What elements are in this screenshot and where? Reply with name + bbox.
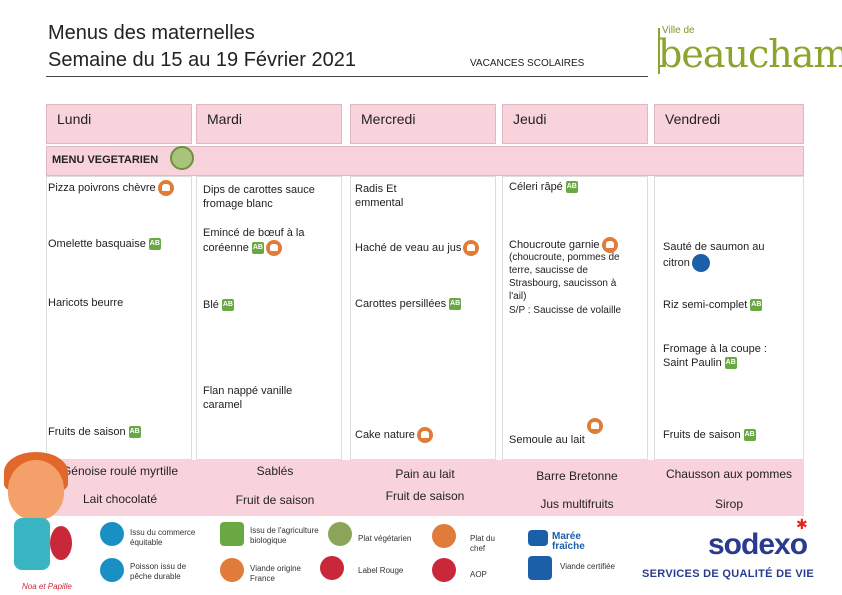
aop-icon	[432, 558, 456, 582]
logo-small-text: Ville de	[662, 25, 695, 36]
bio-icon: AB	[743, 429, 756, 442]
day-header-jeudi: Jeudi	[502, 104, 648, 144]
bio-icon: AB	[449, 298, 462, 311]
menu-item: Omelette basquaise AB	[48, 238, 161, 251]
menu-item: Sauté de saumon au citron	[663, 240, 778, 272]
mascot-radish-icon	[50, 526, 72, 560]
day-header-vendredi: Vendredi	[654, 104, 804, 144]
legend-label: Plat végétarien	[358, 534, 412, 543]
page-title: Menus des maternelles Semaine du 15 au 1…	[48, 20, 356, 74]
title-line-2: Semaine du 15 au 19 Février 2021	[48, 49, 356, 71]
menu-item: Radis Et emmental	[355, 183, 404, 209]
menu-item-detail: S/P : Saucisse de volaille	[509, 305, 622, 316]
menu-item: Flan nappé vanille caramel	[203, 385, 293, 411]
bio-icon: AB	[128, 426, 141, 439]
title-line-1: Menus des maternelles	[48, 22, 255, 44]
legend-label: Issu de l'agriculture biologique	[250, 526, 319, 545]
beauchamp-logo: beauchamp	[658, 32, 842, 76]
legend-label: Issu du commerce équitable	[130, 528, 196, 547]
mascot-head	[8, 460, 64, 520]
bio-icon: AB	[724, 357, 737, 370]
menu-item: Dips de carottes sauce fromage blanc	[203, 184, 315, 210]
chef-icon	[601, 237, 618, 253]
day-header-mardi: Mardi	[196, 104, 342, 144]
sustainable-fish-icon	[100, 558, 124, 582]
menu-item: Haricots beurre	[48, 297, 124, 309]
france-meat-icon	[220, 558, 244, 582]
column-vendredi	[654, 176, 804, 460]
menu-item: Fromage à la coupe : Saint Paulin AB	[663, 343, 767, 370]
chef-icon	[432, 524, 456, 548]
menu-item: Semoule au lait	[509, 418, 603, 448]
chef-icon	[157, 180, 174, 196]
gouter-item: Chausson aux pommes	[665, 467, 793, 481]
chef-icon	[586, 418, 603, 434]
bio-icon: AB	[221, 299, 234, 312]
label-rouge-icon	[320, 556, 344, 580]
maree-fraiche-fish-icon	[528, 530, 548, 546]
bio-icon: AB	[251, 242, 264, 254]
bio-icon: AB	[565, 181, 578, 194]
menu-item: Haché de veau au jus	[355, 240, 480, 256]
vegetarian-band	[46, 146, 804, 176]
menu-item: Emincé de bœuf à la coréenne AB	[203, 226, 328, 256]
mascot-caption: Noa et Papille	[22, 582, 72, 591]
legend-label: Label Rouge	[358, 566, 404, 575]
gouter-item: Sirop	[714, 497, 743, 511]
column-jeudi	[502, 176, 648, 460]
header-divider	[46, 76, 648, 77]
day-header-mercredi: Mercredi	[350, 104, 496, 144]
column-lundi	[46, 176, 192, 460]
mascot-body	[14, 518, 50, 570]
gouter-item: Génoise roulé myrtille	[61, 464, 179, 478]
gouter-item: Barre Bretonne	[536, 469, 618, 483]
gouter-item: Sablés	[256, 464, 294, 478]
legend-label: Marée fraîche	[552, 531, 585, 552]
gouter-item: Lait chocolaté	[82, 492, 158, 506]
menu-item: Fruits de saison AB	[663, 429, 756, 442]
bio-icon: AB	[148, 238, 161, 251]
legend-label: Viande origine France	[250, 564, 302, 583]
menu-item: Pizza poivrons chèvre	[48, 180, 174, 196]
logo-bar	[658, 28, 660, 74]
gouter-item: Fruit de saison	[385, 489, 465, 503]
menu-item: Choucroute garnie	[509, 237, 618, 253]
certified-meat-icon	[528, 556, 552, 580]
menu-item: Blé AB	[203, 299, 234, 312]
column-mardi	[196, 176, 342, 460]
gouter-item: Fruit de saison	[235, 493, 315, 507]
gouter-item: Jus multifruits	[540, 497, 614, 511]
legend-label: Viande certifiée	[560, 562, 615, 571]
vegetarian-band-label: MENU VEGETARIEN	[52, 154, 159, 166]
column-mercredi	[350, 176, 496, 460]
gouter-item: Pain au lait	[395, 467, 455, 481]
menu-item: Riz semi-complet AB	[663, 299, 763, 312]
legend-label: AOP	[470, 570, 487, 579]
veg-icon	[328, 522, 352, 546]
veg-icon	[170, 146, 194, 170]
sustainable-fish-icon	[691, 254, 710, 272]
chef-icon	[416, 427, 433, 443]
sodexo-logo: sodexo	[708, 528, 808, 561]
vacances-label: VACANCES SCOLAIRES	[470, 58, 585, 69]
day-header-lundi: Lundi	[46, 104, 192, 144]
menu-item: Fruits de saison AB	[48, 426, 141, 439]
fair-trade-icon	[100, 522, 124, 546]
menu-item-detail: (choucroute, pommes de terre, saucisse d…	[509, 252, 620, 302]
legend-label: Poisson issu de pêche durable	[130, 562, 187, 581]
sodexo-star-icon: ✱	[796, 516, 808, 532]
gouter-band	[46, 460, 804, 516]
menu-item: Carottes persillées AB	[355, 298, 462, 311]
france-meat-icon	[265, 240, 282, 256]
sodexo-tagline: SERVICES DE QUALITÉ DE VIE	[642, 568, 815, 580]
menu-item: Cake nature	[355, 427, 433, 443]
legend-label: Plat du chef	[470, 534, 495, 553]
menu-item: Céleri râpé AB	[509, 181, 578, 194]
bio-icon	[220, 522, 244, 546]
france-meat-icon	[463, 240, 480, 256]
bio-icon: AB	[750, 299, 763, 312]
